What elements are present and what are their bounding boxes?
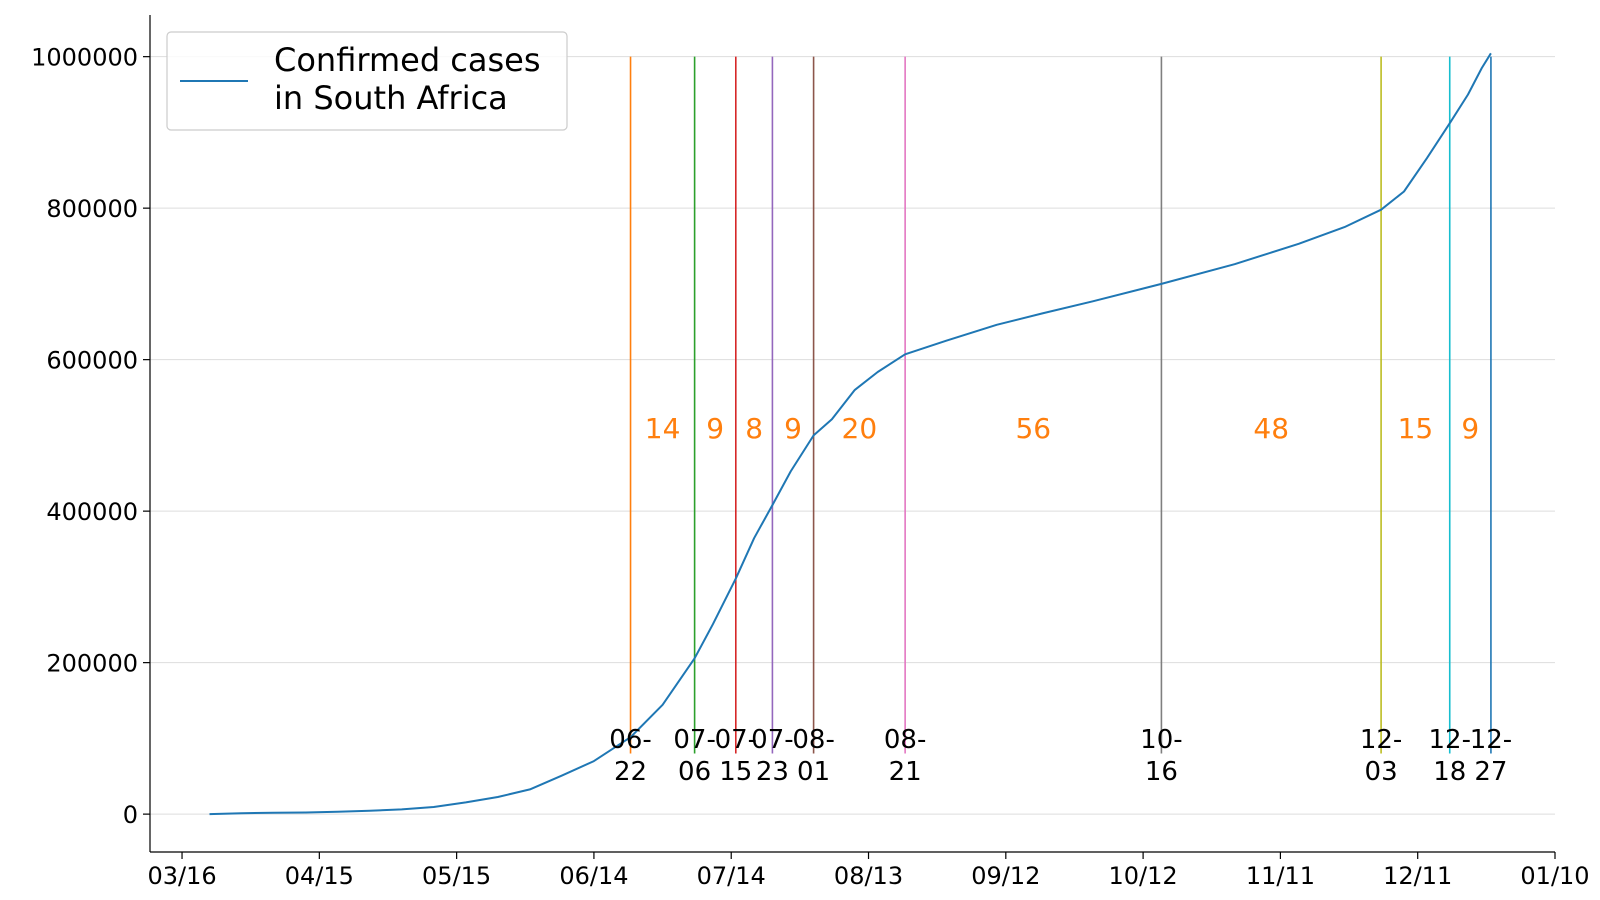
y-tick-label: 1000000 (31, 44, 138, 72)
y-ticks: 0 200000 400000 600000 800000 1000000 (31, 44, 150, 829)
event-label: 08-01 (792, 725, 834, 787)
x-tick-label: 04/15 (285, 862, 354, 890)
x-tick-label: 09/12 (971, 862, 1040, 890)
x-tick-label: 03/16 (147, 862, 216, 890)
event-label: 07-15 (715, 725, 757, 787)
event-label: 10-16 (1140, 725, 1182, 787)
x-tick-label: 08/13 (834, 862, 903, 890)
series-layer (209, 52, 1492, 816)
interval-label: 56 (1015, 412, 1051, 445)
y-tick-label: 600000 (46, 347, 138, 375)
event-label: 08-21 (884, 725, 926, 787)
event-label: 07-06 (673, 725, 715, 787)
interval-label: 20 (842, 412, 878, 445)
y-tick-label: 200000 (46, 650, 138, 678)
x-tick-label: 01/10 (1520, 862, 1589, 890)
y-tick-label: 400000 (46, 498, 138, 526)
x-tick-label: 05/15 (422, 862, 491, 890)
event-label: 12-18 (1429, 725, 1471, 787)
y-tick-label: 800000 (46, 195, 138, 223)
interval-label: 15 (1398, 412, 1434, 445)
x-tick-label: 12/11 (1383, 862, 1452, 890)
legend-label: Confirmed cases in South Africa (274, 41, 551, 117)
interval-labels: 14 9 8 9 20 56 48 15 9 (645, 412, 1479, 445)
event-label: 07-23 (751, 725, 793, 787)
legend-label-line-1: Confirmed cases (274, 41, 541, 79)
interval-label: 9 (706, 412, 724, 445)
event-label: 12-03 (1360, 725, 1402, 787)
x-tick-label: 10/12 (1109, 862, 1178, 890)
event-label: 06-22 (609, 725, 651, 787)
event-label: 12-27 (1470, 725, 1512, 787)
interval-label: 8 (745, 412, 763, 445)
interval-label: 48 (1253, 412, 1289, 445)
series-line (209, 52, 1492, 816)
legend: Confirmed cases in South Africa (166, 31, 568, 131)
interval-label: 9 (1461, 412, 1479, 445)
interval-label: 14 (645, 412, 681, 445)
x-ticks: 03/16 04/15 05/15 06/14 07/14 08/13 09/12 10/12… (147, 852, 1590, 890)
axes (149, 15, 1555, 853)
legend-label-line-2: in South Africa (274, 79, 508, 117)
y-tick-label: 0 (123, 801, 138, 829)
interval-label: 9 (784, 412, 802, 445)
event-lines (629, 56, 1492, 754)
x-tick-label: 11/11 (1246, 862, 1315, 890)
x-tick-label: 07/14 (697, 862, 766, 890)
legend-box (166, 31, 568, 131)
x-tick-label: 06/14 (559, 862, 628, 890)
